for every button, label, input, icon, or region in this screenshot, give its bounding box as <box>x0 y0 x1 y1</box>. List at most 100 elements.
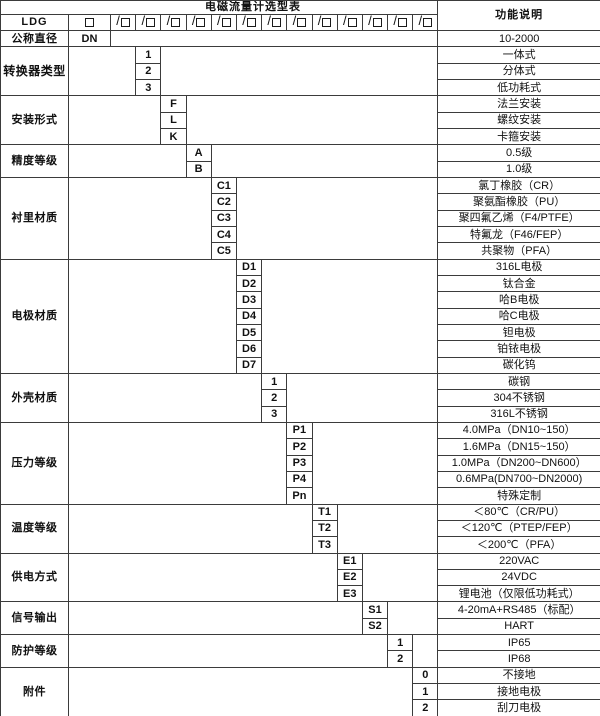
model-box-7[interactable]: / <box>261 14 288 31</box>
code-cell-10-1[interactable]: S2 <box>361 617 389 636</box>
code-cell-6-1[interactable]: 2 <box>261 389 288 407</box>
description-cell-9-0: 220VAC <box>437 552 600 570</box>
code-cell-1-2[interactable]: 3 <box>135 78 162 97</box>
code-cell-3-1[interactable]: B <box>185 160 212 178</box>
code-cell-1-0[interactable]: 1 <box>135 46 162 64</box>
code-cell-11-0[interactable]: 1 <box>387 634 414 652</box>
code-cell-12-2[interactable]: 2 <box>412 699 439 716</box>
group-label-8: 温度等级 <box>0 503 69 554</box>
description-cell-12-2: 刮刀电极 <box>437 699 600 716</box>
group-label-0: 公称直径 <box>0 29 69 48</box>
group-left-blank-12 <box>67 666 414 716</box>
model-box-11[interactable]: / <box>361 14 389 31</box>
group-right-blank-11 <box>412 634 439 668</box>
code-cell-6-2[interactable]: 3 <box>261 405 288 423</box>
code-cell-6-0[interactable]: 1 <box>261 372 288 391</box>
model-box-2[interactable]: / <box>135 14 162 31</box>
group-left-blank-8 <box>68 503 313 554</box>
model-box-10[interactable]: / <box>336 14 363 31</box>
code-cell-5-2[interactable]: D3 <box>235 291 263 309</box>
square-box-icon <box>246 18 256 27</box>
model-box-13[interactable]: / <box>412 14 439 31</box>
code-cell-7-4[interactable]: Pn <box>286 487 313 505</box>
model-box-6[interactable]: / <box>235 14 263 31</box>
code-cell-2-2[interactable]: K <box>160 127 187 146</box>
group-right-blank-3 <box>210 144 439 178</box>
square-box-icon <box>372 18 382 27</box>
model-box-3[interactable]: / <box>160 14 187 31</box>
model-box-8[interactable]: / <box>286 14 313 31</box>
model-box-5[interactable]: / <box>210 14 237 31</box>
description-cell-3-1: 1.0级 <box>437 160 600 178</box>
code-cell-5-6[interactable]: D7 <box>235 356 263 374</box>
table-row: 公称直径 DN 10-2000 <box>0 29 600 48</box>
group-label-10: 信号输出 <box>0 601 69 636</box>
square-box-icon <box>297 18 307 27</box>
description-cell-5-4: 钽电极 <box>437 323 600 342</box>
model-box-4[interactable]: / <box>185 14 212 31</box>
code-cell-3-0[interactable]: A <box>185 144 212 162</box>
table-row: 转换器类型 1 一体式 <box>0 46 600 97</box>
description-cell-4-0: 氯丁橡胶（CR） <box>437 176 600 195</box>
code-cell-8-1[interactable]: T2 <box>311 519 338 538</box>
code-cell-1-1[interactable]: 2 <box>135 62 162 80</box>
group-label-4: 衬里材质 <box>0 176 69 260</box>
description-cell-4-4: 共聚物（PFA） <box>437 242 600 260</box>
square-box-icon <box>85 18 94 28</box>
code-cell-4-3[interactable]: C4 <box>210 225 237 244</box>
group-right-blank-5 <box>261 258 439 374</box>
table-row: 防护等级 1 IP65 <box>0 634 600 668</box>
description-cell-5-0: 316L电极 <box>437 258 600 276</box>
table-row: C3 聚四氟乙烯（F4/PTFE） <box>1 209 600 227</box>
group-right-blank-8 <box>336 503 439 554</box>
code-cell-8-2[interactable]: T3 <box>311 536 338 554</box>
code-cell-5-3[interactable]: D4 <box>235 307 263 325</box>
code-cell-8-0[interactable]: T1 <box>311 503 338 521</box>
code-cell-5-1[interactable]: D2 <box>235 274 263 293</box>
description-cell-2-2: 卡箍安装 <box>437 127 600 146</box>
code-cell-9-0[interactable]: E1 <box>336 552 363 570</box>
code-cell-7-0[interactable]: P1 <box>286 421 313 440</box>
group-label-6: 外壳材质 <box>0 372 69 423</box>
code-cell-7-1[interactable]: P2 <box>286 438 313 456</box>
table-row: 衬里材质 C1 氯丁橡胶（CR） <box>0 176 600 260</box>
table-row: S2 HART <box>1 617 600 636</box>
code-cell-5-4[interactable]: D5 <box>235 323 263 342</box>
description-cell-6-0: 碳钢 <box>437 372 600 391</box>
code-cell-2-1[interactable]: L <box>160 111 187 129</box>
model-box-12[interactable]: / <box>387 14 414 31</box>
code-cell-2-0[interactable]: F <box>160 95 187 113</box>
description-cell-2-0: 法兰安装 <box>437 95 600 113</box>
model-box-0[interactable] <box>68 14 111 31</box>
description-cell-1-2: 低功耗式 <box>437 78 600 97</box>
code-cell-4-2[interactable]: C3 <box>210 209 237 227</box>
model-box-9[interactable]: / <box>311 14 338 31</box>
table-row: 1 接地电极 <box>1 683 600 701</box>
table-row: P3 1.0MPa（DN200~DN600） <box>1 454 600 472</box>
title-row-spacer <box>0 0 69 15</box>
model-box-1[interactable]: / <box>109 14 137 31</box>
code-cell-4-4[interactable]: C5 <box>210 242 237 260</box>
group-right-blank-9 <box>361 552 439 603</box>
code-cell-11-1[interactable]: 2 <box>387 650 414 668</box>
group-left-blank-10 <box>68 601 363 636</box>
code-cell-9-2[interactable]: E3 <box>336 585 363 603</box>
code-cell-7-2[interactable]: P3 <box>286 454 313 472</box>
code-cell-7-3[interactable]: P4 <box>286 470 313 489</box>
code-cell-9-1[interactable]: E2 <box>336 568 363 587</box>
code-cell-5-5[interactable]: D6 <box>235 340 263 358</box>
code-cell-4-0[interactable]: C1 <box>210 176 237 195</box>
description-cell-8-1: ＜120℃（PTEP/FEP） <box>437 519 600 538</box>
code-cell-10-0[interactable]: S1 <box>361 601 389 619</box>
square-box-icon <box>221 18 231 27</box>
description-cell-7-2: 1.0MPa（DN200~DN600） <box>437 454 600 472</box>
group-left-blank-7 <box>67 421 288 505</box>
group-left-blank-1 <box>67 46 137 97</box>
code-cell-12-1[interactable]: 1 <box>412 683 439 701</box>
slash-icon: / <box>418 14 423 29</box>
description-cell-1-1: 分体式 <box>437 62 600 80</box>
code-cell-12-0[interactable]: 0 <box>412 666 439 685</box>
code-cell-4-1[interactable]: C2 <box>210 193 237 211</box>
code-cell-5-0[interactable]: D1 <box>235 258 263 276</box>
square-box-icon <box>120 18 130 27</box>
